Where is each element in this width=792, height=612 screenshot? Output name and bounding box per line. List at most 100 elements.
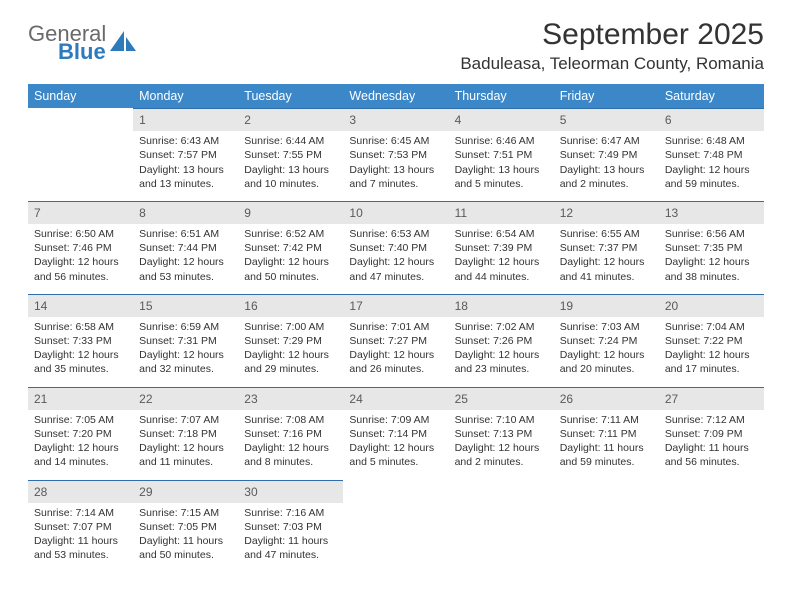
weekday-header: Sunday xyxy=(28,84,133,108)
sunset-line: Sunset: 7:31 PM xyxy=(139,334,232,348)
day-number: 21 xyxy=(28,387,133,410)
day-details: Sunrise: 7:09 AMSunset: 7:14 PMDaylight:… xyxy=(343,410,448,480)
day-details: Sunrise: 6:51 AMSunset: 7:44 PMDaylight:… xyxy=(133,224,238,294)
sunset-line: Sunset: 7:46 PM xyxy=(34,241,127,255)
calendar-day-cell xyxy=(449,480,554,573)
day-number: 15 xyxy=(133,294,238,317)
day-details: Sunrise: 6:53 AMSunset: 7:40 PMDaylight:… xyxy=(343,224,448,294)
day-details: Sunrise: 7:10 AMSunset: 7:13 PMDaylight:… xyxy=(449,410,554,480)
sunset-line: Sunset: 7:51 PM xyxy=(455,148,548,162)
day-number: 8 xyxy=(133,201,238,224)
daylight-line: Daylight: 12 hours and 41 minutes. xyxy=(560,255,653,283)
daylight-line: Daylight: 13 hours and 13 minutes. xyxy=(139,163,232,191)
calendar-day-cell: 15Sunrise: 6:59 AMSunset: 7:31 PMDayligh… xyxy=(133,294,238,387)
location-subtitle: Baduleasa, Teleorman County, Romania xyxy=(460,54,764,74)
sunset-line: Sunset: 7:07 PM xyxy=(34,520,127,534)
sunset-line: Sunset: 7:20 PM xyxy=(34,427,127,441)
daylight-line: Daylight: 12 hours and 17 minutes. xyxy=(665,348,758,376)
calendar-day-cell: 22Sunrise: 7:07 AMSunset: 7:18 PMDayligh… xyxy=(133,387,238,480)
weekday-header: Thursday xyxy=(449,84,554,108)
day-number: 30 xyxy=(238,480,343,503)
sunset-line: Sunset: 7:40 PM xyxy=(349,241,442,255)
calendar-day-cell: 4Sunrise: 6:46 AMSunset: 7:51 PMDaylight… xyxy=(449,108,554,201)
daylight-line: Daylight: 12 hours and 59 minutes. xyxy=(665,163,758,191)
sunset-line: Sunset: 7:44 PM xyxy=(139,241,232,255)
sunrise-line: Sunrise: 7:11 AM xyxy=(560,413,653,427)
sunset-line: Sunset: 7:16 PM xyxy=(244,427,337,441)
day-number: 29 xyxy=(133,480,238,503)
calendar-day-cell: 6Sunrise: 6:48 AMSunset: 7:48 PMDaylight… xyxy=(659,108,764,201)
sunset-line: Sunset: 7:37 PM xyxy=(560,241,653,255)
calendar-day-cell: 3Sunrise: 6:45 AMSunset: 7:53 PMDaylight… xyxy=(343,108,448,201)
day-number: 16 xyxy=(238,294,343,317)
sunset-line: Sunset: 7:14 PM xyxy=(349,427,442,441)
day-details: Sunrise: 6:43 AMSunset: 7:57 PMDaylight:… xyxy=(133,131,238,201)
day-details: Sunrise: 7:15 AMSunset: 7:05 PMDaylight:… xyxy=(133,503,238,573)
calendar-day-cell: 19Sunrise: 7:03 AMSunset: 7:24 PMDayligh… xyxy=(554,294,659,387)
day-details: Sunrise: 7:08 AMSunset: 7:16 PMDaylight:… xyxy=(238,410,343,480)
calendar-day-cell: 29Sunrise: 7:15 AMSunset: 7:05 PMDayligh… xyxy=(133,480,238,573)
day-details: Sunrise: 7:07 AMSunset: 7:18 PMDaylight:… xyxy=(133,410,238,480)
calendar-day-cell: 7Sunrise: 6:50 AMSunset: 7:46 PMDaylight… xyxy=(28,201,133,294)
day-details: Sunrise: 7:11 AMSunset: 7:11 PMDaylight:… xyxy=(554,410,659,480)
day-number: 24 xyxy=(343,387,448,410)
daylight-line: Daylight: 12 hours and 11 minutes. xyxy=(139,441,232,469)
daylight-line: Daylight: 11 hours and 59 minutes. xyxy=(560,441,653,469)
sunrise-line: Sunrise: 7:08 AM xyxy=(244,413,337,427)
calendar-day-cell: 10Sunrise: 6:53 AMSunset: 7:40 PMDayligh… xyxy=(343,201,448,294)
calendar-week-row: 1Sunrise: 6:43 AMSunset: 7:57 PMDaylight… xyxy=(28,108,764,201)
calendar-day-cell: 30Sunrise: 7:16 AMSunset: 7:03 PMDayligh… xyxy=(238,480,343,573)
daylight-line: Daylight: 11 hours and 47 minutes. xyxy=(244,534,337,562)
sunset-line: Sunset: 7:22 PM xyxy=(665,334,758,348)
daylight-line: Daylight: 13 hours and 5 minutes. xyxy=(455,163,548,191)
sunset-line: Sunset: 7:05 PM xyxy=(139,520,232,534)
sunset-line: Sunset: 7:33 PM xyxy=(34,334,127,348)
calendar-day-cell xyxy=(28,108,133,201)
sunset-line: Sunset: 7:49 PM xyxy=(560,148,653,162)
day-details: Sunrise: 7:01 AMSunset: 7:27 PMDaylight:… xyxy=(343,317,448,387)
calendar-day-cell: 17Sunrise: 7:01 AMSunset: 7:27 PMDayligh… xyxy=(343,294,448,387)
daylight-line: Daylight: 12 hours and 20 minutes. xyxy=(560,348,653,376)
day-details: Sunrise: 6:59 AMSunset: 7:31 PMDaylight:… xyxy=(133,317,238,387)
sunset-line: Sunset: 7:42 PM xyxy=(244,241,337,255)
calendar-day-cell: 20Sunrise: 7:04 AMSunset: 7:22 PMDayligh… xyxy=(659,294,764,387)
calendar-day-cell: 2Sunrise: 6:44 AMSunset: 7:55 PMDaylight… xyxy=(238,108,343,201)
day-details: Sunrise: 6:54 AMSunset: 7:39 PMDaylight:… xyxy=(449,224,554,294)
logo-text-bottom: Blue xyxy=(58,42,106,63)
calendar-day-cell: 5Sunrise: 6:47 AMSunset: 7:49 PMDaylight… xyxy=(554,108,659,201)
day-number: 17 xyxy=(343,294,448,317)
sunrise-line: Sunrise: 7:15 AM xyxy=(139,506,232,520)
day-number: 11 xyxy=(449,201,554,224)
page-header: General Blue September 2025 Baduleasa, T… xyxy=(28,18,764,74)
sunrise-line: Sunrise: 7:00 AM xyxy=(244,320,337,334)
weekday-header: Tuesday xyxy=(238,84,343,108)
sunrise-line: Sunrise: 7:16 AM xyxy=(244,506,337,520)
sunset-line: Sunset: 7:09 PM xyxy=(665,427,758,441)
daylight-line: Daylight: 12 hours and 5 minutes. xyxy=(349,441,442,469)
month-title: September 2025 xyxy=(460,18,764,52)
sunrise-line: Sunrise: 6:51 AM xyxy=(139,227,232,241)
day-details: Sunrise: 7:03 AMSunset: 7:24 PMDaylight:… xyxy=(554,317,659,387)
daylight-line: Daylight: 12 hours and 38 minutes. xyxy=(665,255,758,283)
daylight-line: Daylight: 12 hours and 2 minutes. xyxy=(455,441,548,469)
sunrise-line: Sunrise: 6:53 AM xyxy=(349,227,442,241)
day-number: 26 xyxy=(554,387,659,410)
sunrise-line: Sunrise: 7:07 AM xyxy=(139,413,232,427)
calendar-day-cell xyxy=(659,480,764,573)
day-details: Sunrise: 6:58 AMSunset: 7:33 PMDaylight:… xyxy=(28,317,133,387)
day-number: 18 xyxy=(449,294,554,317)
day-number: 20 xyxy=(659,294,764,317)
calendar-day-cell: 18Sunrise: 7:02 AMSunset: 7:26 PMDayligh… xyxy=(449,294,554,387)
calendar-week-row: 14Sunrise: 6:58 AMSunset: 7:33 PMDayligh… xyxy=(28,294,764,387)
daylight-line: Daylight: 12 hours and 14 minutes. xyxy=(34,441,127,469)
sunset-line: Sunset: 7:35 PM xyxy=(665,241,758,255)
calendar-day-cell: 16Sunrise: 7:00 AMSunset: 7:29 PMDayligh… xyxy=(238,294,343,387)
day-number: 13 xyxy=(659,201,764,224)
daylight-line: Daylight: 12 hours and 35 minutes. xyxy=(34,348,127,376)
sunset-line: Sunset: 7:48 PM xyxy=(665,148,758,162)
calendar-body: 1Sunrise: 6:43 AMSunset: 7:57 PMDaylight… xyxy=(28,108,764,572)
day-number: 28 xyxy=(28,480,133,503)
calendar-day-cell: 11Sunrise: 6:54 AMSunset: 7:39 PMDayligh… xyxy=(449,201,554,294)
logo-text-block: General Blue xyxy=(28,24,106,63)
daylight-line: Daylight: 12 hours and 32 minutes. xyxy=(139,348,232,376)
